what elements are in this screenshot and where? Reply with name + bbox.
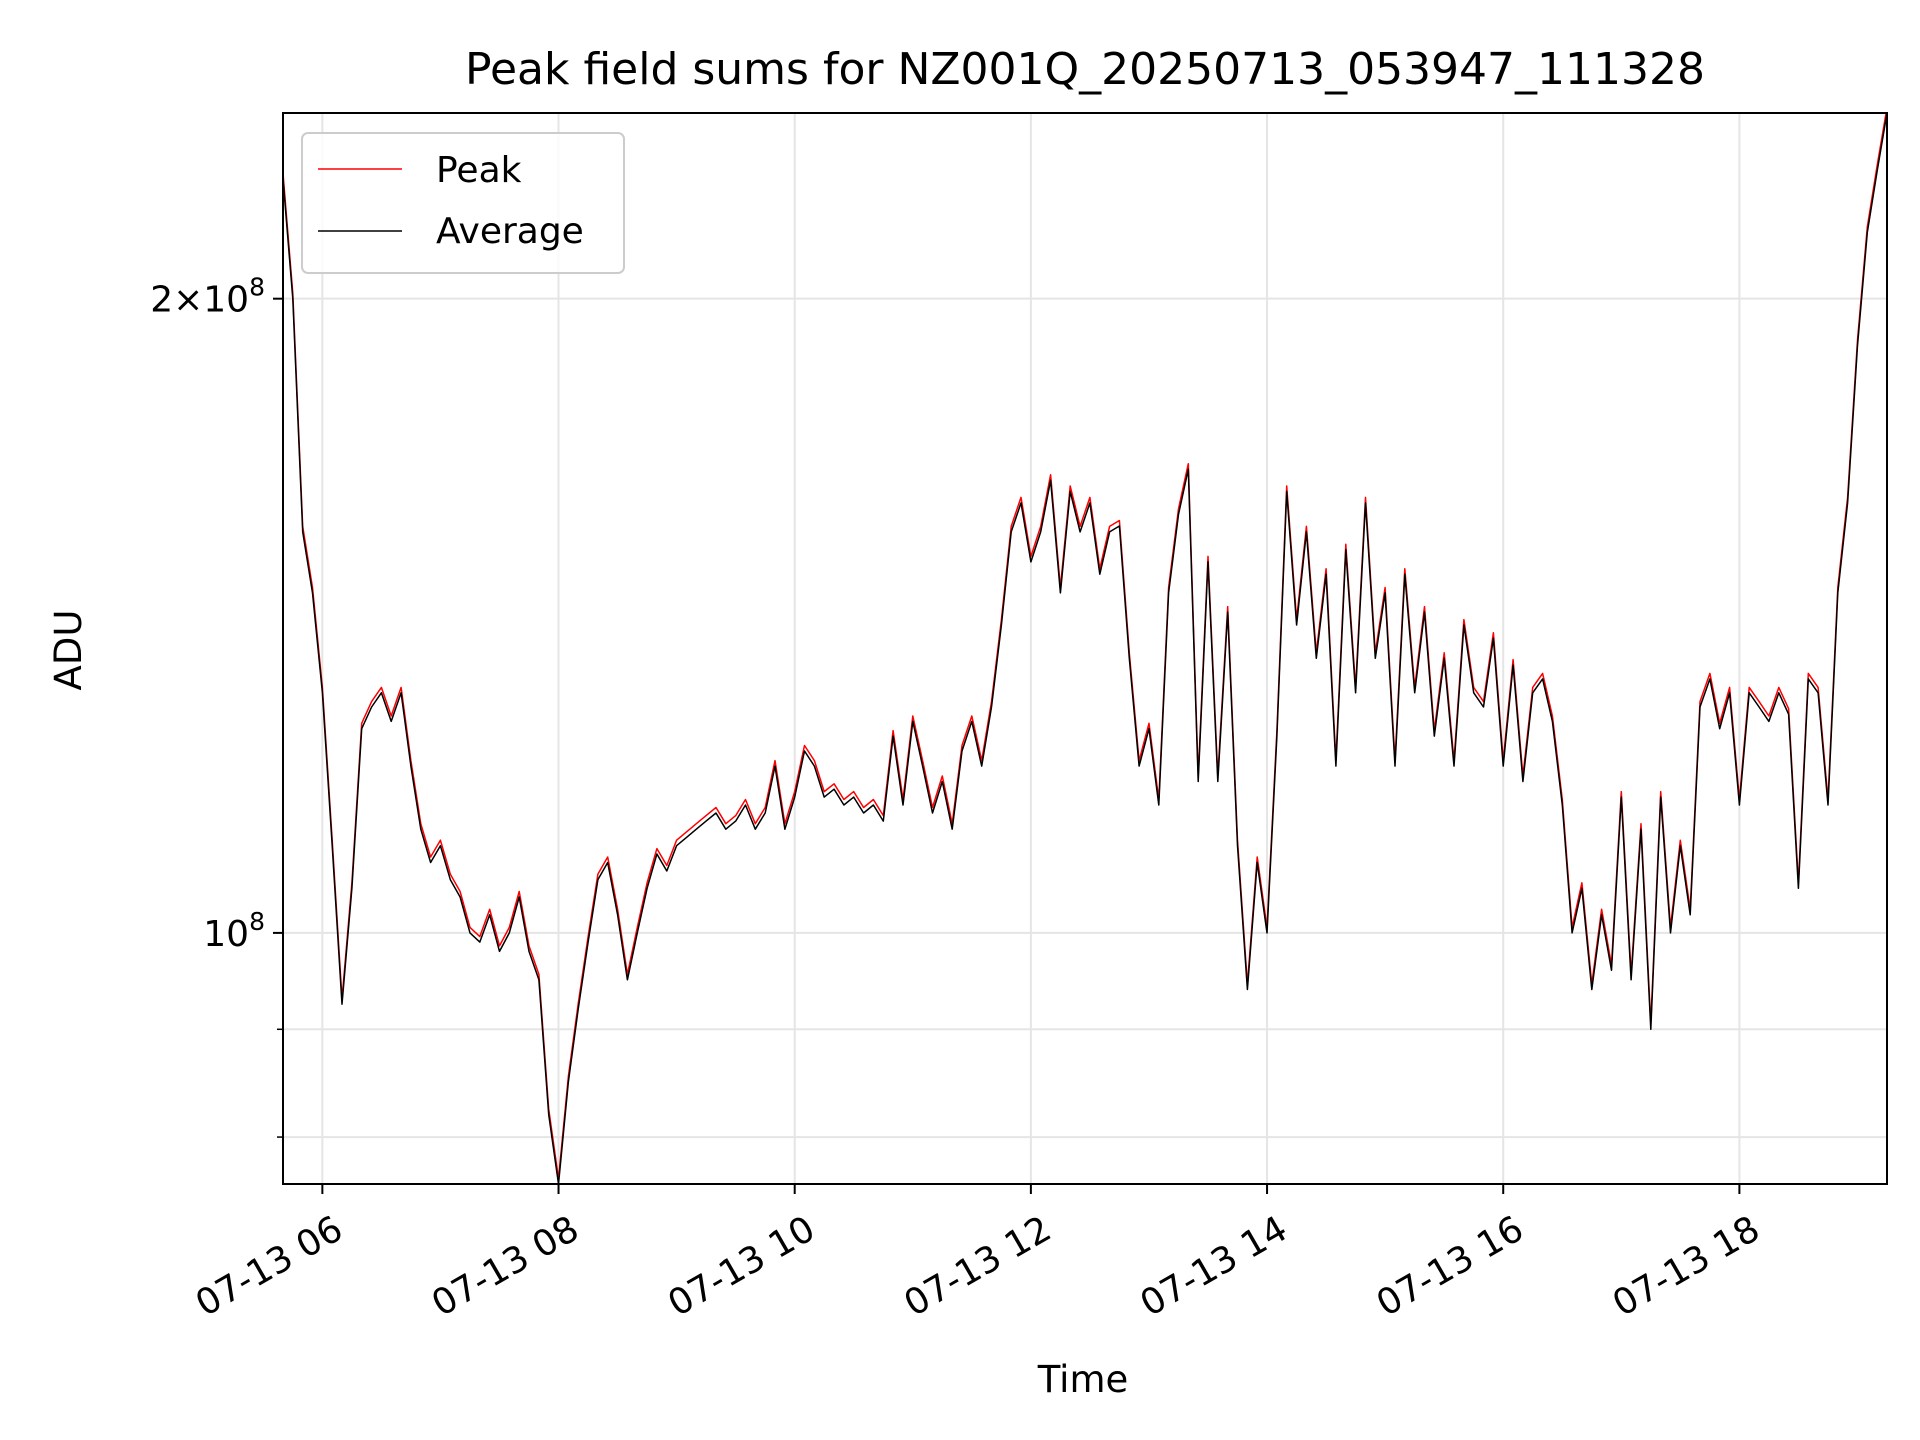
y-tick-mantissa: 2 xyxy=(150,280,173,321)
legend-average-label: Average xyxy=(436,211,584,252)
legend-box xyxy=(301,132,625,274)
series-line-average xyxy=(283,113,1887,1184)
plot-frame xyxy=(282,112,1888,1185)
legend-peak-label: Peak xyxy=(436,150,522,191)
y-tick-label: 2×108 xyxy=(150,273,265,321)
y-tick-label: 108 xyxy=(203,907,265,955)
y-tick-base: 10 xyxy=(203,280,249,321)
grid xyxy=(283,113,1887,1184)
legend: Peak Average xyxy=(301,132,625,274)
y-tick-exponent: 8 xyxy=(249,907,265,936)
y-tick-times: × xyxy=(173,280,203,321)
series-layer xyxy=(283,113,1887,1184)
x-axis-label: Time xyxy=(1037,1358,1129,1401)
y-tick-exponent: 8 xyxy=(249,273,265,302)
y-axis-label: ADU xyxy=(47,610,90,691)
y-tick-base: 10 xyxy=(203,914,249,955)
chart-title: Peak field sums for NZ001Q_20250713_0539… xyxy=(465,44,1705,95)
